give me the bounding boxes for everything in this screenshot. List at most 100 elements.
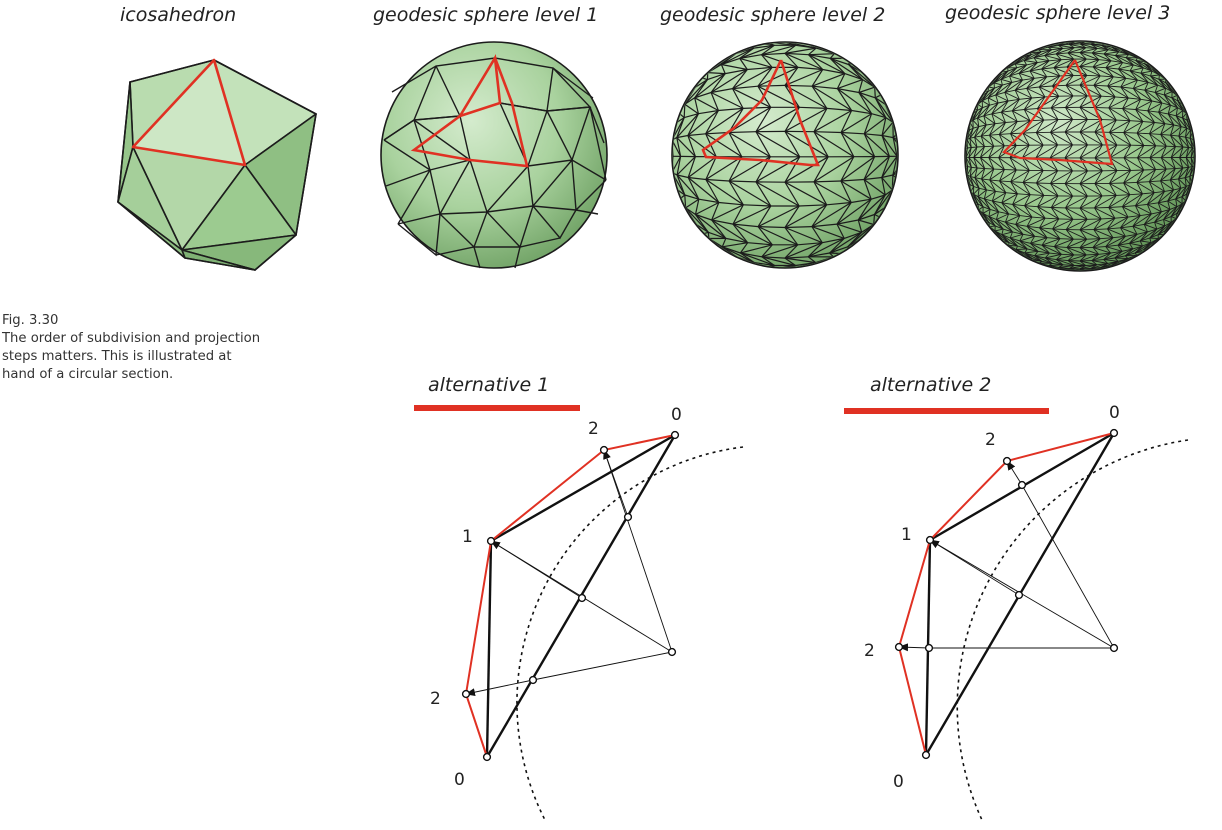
mesh-edge	[1001, 228, 1004, 235]
mesh-edge	[987, 94, 996, 99]
mesh-edge	[1156, 42, 1172, 50]
mesh-edge	[1157, 202, 1171, 210]
mesh-edge	[705, 133, 743, 158]
mesh-edge	[983, 198, 999, 213]
mesh-edge	[1000, 75, 1010, 80]
mesh-edge	[1067, 52, 1075, 60]
mesh-edge	[711, 219, 734, 225]
mesh-edge	[993, 78, 1002, 84]
mesh-edge	[955, 141, 965, 149]
mesh-edge	[966, 48, 980, 58]
mesh-edge	[1003, 282, 1017, 290]
mesh-edge	[673, 204, 682, 222]
mesh-edge	[978, 206, 984, 211]
mesh-edge	[1123, 132, 1138, 134]
mesh-edge	[709, 253, 720, 267]
mesh-edge	[1065, 219, 1074, 230]
mesh-edge	[1135, 100, 1153, 110]
mesh-edge	[1024, 109, 1044, 121]
mesh-edge	[1195, 74, 1209, 82]
mesh-edge	[673, 137, 678, 141]
mesh-edge	[823, 26, 851, 42]
mesh-edge	[878, 237, 897, 255]
mesh-edge	[966, 123, 968, 133]
mesh-edge	[1205, 190, 1210, 198]
mesh-edge	[1136, 169, 1156, 183]
mesh-edge	[1125, 57, 1144, 69]
mesh-edge	[974, 82, 980, 92]
mesh-edge	[784, 205, 800, 228]
mesh-edge	[690, 74, 696, 88]
mesh-edge	[1146, 48, 1162, 58]
mesh-edge	[955, 182, 960, 190]
mesh-edge	[1135, 203, 1148, 207]
mesh-edge	[974, 177, 980, 189]
mesh-edge	[1015, 216, 1033, 225]
mesh-edge	[1133, 88, 1153, 102]
mesh-edge	[1079, 219, 1088, 231]
mesh-edge	[1138, 273, 1152, 281]
mesh-edge	[1023, 273, 1028, 281]
mesh-edge	[860, 43, 889, 59]
mesh-edge	[917, 254, 926, 270]
mesh-edge	[1003, 33, 1017, 41]
mesh-edge	[1048, 46, 1063, 49]
mesh-edge	[1214, 107, 1219, 115]
mesh-edge	[1205, 107, 1210, 115]
mesh-edge	[955, 249, 960, 257]
mesh-edge	[1123, 170, 1132, 184]
mesh-edge	[1214, 224, 1219, 232]
mesh-edge	[1144, 223, 1157, 230]
mesh-edge	[761, 44, 796, 56]
mesh-edge	[1015, 224, 1035, 237]
mesh-edge	[863, 179, 886, 196]
mesh-edge	[1171, 82, 1181, 88]
alternative-2-title: alternative 2	[870, 374, 992, 396]
mesh-edge	[673, 74, 682, 92]
mesh-edge	[1022, 170, 1030, 183]
mesh-edge	[1010, 237, 1020, 242]
mesh-edge	[732, 88, 744, 109]
mesh-edge	[975, 273, 989, 281]
mesh-edge	[974, 256, 990, 266]
mesh-edge	[1175, 264, 1191, 270]
mesh-edge	[1137, 256, 1143, 266]
mesh-edge	[898, 75, 907, 91]
mesh-edge	[1002, 81, 1012, 86]
mesh-edge	[1185, 198, 1194, 208]
mesh-edge	[1037, 195, 1045, 207]
mesh-edge	[1013, 282, 1027, 290]
mesh-edge	[1032, 282, 1046, 290]
mesh-edge	[975, 282, 989, 290]
mesh-edge	[994, 273, 999, 281]
mesh-edge	[1061, 282, 1075, 290]
mesh-edge	[1163, 88, 1167, 95]
mesh-edge	[858, 79, 864, 93]
mesh-edge	[969, 136, 975, 139]
mesh-edge	[747, 242, 773, 246]
mesh-edge	[1175, 82, 1191, 92]
mesh-edge	[1004, 91, 1020, 100]
mesh-edge	[729, 287, 757, 303]
mesh-edge	[936, 221, 945, 237]
mesh-edge	[1109, 282, 1123, 290]
icosahedron-title: icosahedron	[120, 4, 237, 26]
mesh-edge	[892, 121, 897, 125]
mesh-edge	[946, 215, 951, 223]
mesh-edge	[1158, 200, 1168, 204]
mesh-edge	[1195, 174, 1200, 182]
alt1-label-1: 1	[462, 527, 473, 547]
mesh-edge	[1080, 33, 1094, 41]
mesh-edge	[813, 131, 829, 158]
mesh-edge	[983, 73, 990, 83]
mesh-edge	[917, 287, 945, 303]
mesh-edge	[1146, 264, 1153, 270]
mesh-edge	[978, 124, 987, 128]
mesh-edge	[634, 75, 644, 91]
mesh-edge	[1160, 134, 1176, 147]
mesh-edge	[811, 226, 823, 244]
mesh-edge	[653, 270, 662, 286]
mesh-edge	[1109, 183, 1131, 196]
mesh-edge	[757, 66, 799, 87]
mesh-edge	[917, 107, 926, 123]
